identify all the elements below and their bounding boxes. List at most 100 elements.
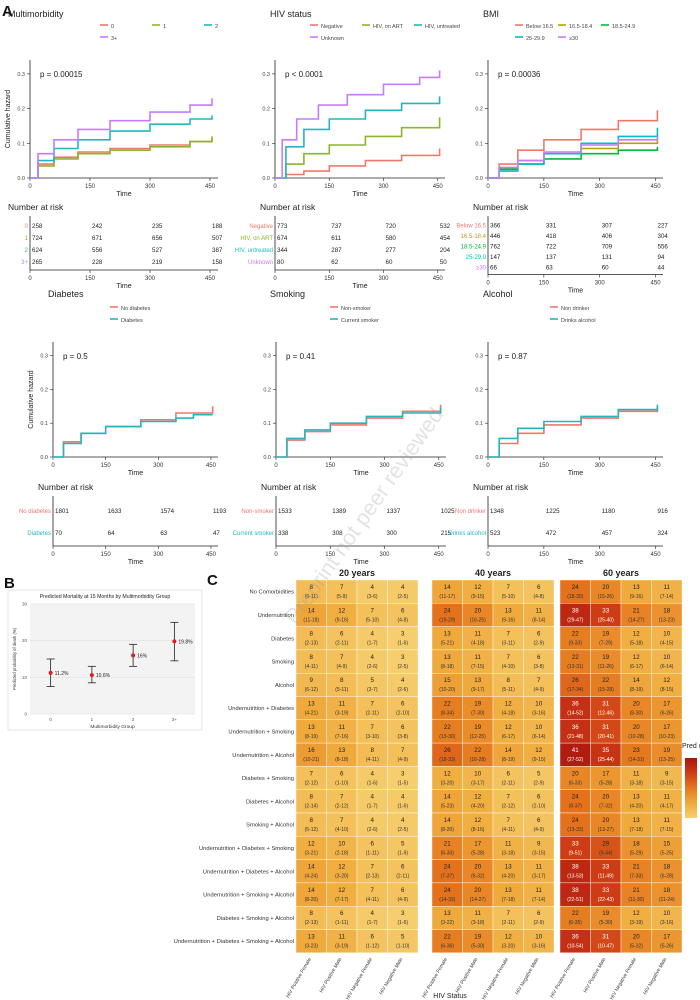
heatmap-cell-ci: (1-10) [335,780,349,786]
heatmap-col-label: HIV Positive Female [285,957,313,999]
heatmap-cell-ci: (18-33) [439,757,455,763]
heatmap-cell-ci: (7-33) [630,874,644,880]
heatmap-cell-ci: (4-8) [397,617,408,623]
heatmap-cell-value: 11 [536,607,543,614]
heatmap-cell-ci: (8-19) [630,687,644,693]
heatmap-col-label: HIV Positive Male [319,957,344,994]
heatmap-cell-ci: (4-9) [533,687,544,693]
panel-b-value-label: 16% [137,653,148,659]
heatmap-cell-ci: (12-25) [470,734,486,740]
heatmap-cell-ci: (8-30) [630,711,644,717]
heatmap-cell-value: 6 [371,934,375,941]
risk-value: 722 [546,243,557,250]
heatmap-cell-value: 33 [602,887,609,894]
heatmap-cell-value: 20 [602,794,609,801]
heatmap-cell-value: 3 [401,910,405,917]
heatmap-cell-value: 10 [663,654,670,661]
risk-value: 80 [277,259,284,266]
heatmap-cell-value: 6 [537,654,541,661]
heatmap-cell-ci: (3-16) [532,711,546,717]
y-tick-label: 0.1 [475,141,483,147]
heatmap-cell-ci: (4-9) [397,757,408,763]
risk-value: 44 [658,264,665,271]
series-line-diabetes [53,406,214,458]
heatmap-cell-ci: (4-9) [336,664,347,670]
heatmap-cell-ci: (4-11) [502,827,515,833]
heatmap-cell-ci: (3-16) [660,920,674,926]
heatmap-cell-value: 17 [663,934,670,941]
heatmap-cell-ci: (27-52) [567,757,583,763]
heatmap-cell-value: 11 [475,631,482,638]
heatmap-cell-ci: (8-37) [569,804,583,810]
risk-x-tick-label: 450 [206,552,217,558]
heatmap-cell-value: 19 [602,654,609,661]
panel-letter-b: B [4,575,15,592]
panel-b-value-label: 11.2% [55,671,69,677]
heatmap-cell-value: 3 [401,770,405,777]
risk-value: 507 [212,235,223,242]
risk-table-title: Number at risk [38,482,94,492]
heatmap-cell-value: 20 [633,934,640,941]
heatmap-cell-ci: (2-6) [397,687,408,693]
heatmap-cell-ci: (4-20) [502,874,516,880]
heatmap-cell-ci: (2-13) [366,874,380,880]
panel-b-y-label: Predicted probability of death (%) [12,627,17,690]
risk-x-tick-label: 300 [595,281,606,287]
heatmap-legend-title: Pred of d [682,743,700,750]
x-tick-label: 150 [325,463,336,469]
heatmap-cell-value: 8 [310,794,314,801]
facet-title: 60 years [603,568,639,578]
risk-value: 1389 [332,508,346,515]
heatmap-cell-value: 14 [444,817,451,824]
risk-value: 219 [152,259,163,266]
heatmap-cell-value: 12 [474,817,481,824]
heatmap-cell-value: 20 [633,701,640,708]
heatmap-row-label: Diabetes [271,636,294,642]
legend-label: Non drinker [561,306,590,312]
x-tick-label: 300 [153,463,164,469]
risk-value: 532 [440,223,451,230]
heatmap-cell-value: 7 [340,584,344,591]
heatmap-cell-value: 16 [308,747,315,754]
risk-value: 1801 [55,508,69,515]
heatmap-cell-ci: (2-14) [305,804,319,810]
risk-table-title: Number at risk [260,202,316,212]
heatmap-row-label: Undernutrition + Diabetes + Smoking [199,846,294,852]
risk-row-label: 0 [25,224,29,230]
heatmap-row-label: Undernutrition + Alcohol [232,753,294,759]
heatmap-cell-ci: (16-25) [470,617,486,623]
risk-x-tick-label: 450 [205,276,216,282]
panel-title: HIV status [270,9,312,19]
heatmap-cell-ci: (4-10) [335,827,349,833]
heatmap-cell-ci: (25-40) [598,617,614,623]
heatmap-cell-ci: (2-6) [367,664,378,670]
risk-value: 47 [213,530,220,537]
heatmap-cell-ci: (1-6) [397,804,408,810]
x-axis-label: Time [568,191,583,198]
heatmap-cell-value: 7 [371,887,375,894]
heatmap-cell-value: 17 [474,840,481,847]
heatmap-cell-value: 7 [507,654,511,661]
heatmap-cell-value: 20 [602,817,609,824]
heatmap-cell-value: 18 [663,887,670,894]
heatmap-cell-ci: (12-46) [598,711,614,717]
heatmap-cell-value: 36 [572,701,579,708]
heatmap-cell-value: 10 [535,724,542,731]
risk-value: 624 [32,247,43,254]
facet-title: 40 years [475,568,511,578]
risk-x-tick-label: 300 [153,552,164,558]
heatmap-cell-ci: (1-6) [367,780,378,786]
heatmap-cell-ci: (7-15) [660,827,674,833]
heatmap-cell-value: 10 [338,840,345,847]
risk-value: 277 [386,247,397,254]
y-tick-label: 0.3 [40,354,48,360]
heatmap-cell-ci: (14-31) [628,757,644,763]
heatmap-cell-value: 4 [401,817,405,824]
heatmap-cell-ci: (5-11) [502,687,515,693]
heatmap-cell-value: 13 [633,584,640,591]
panel-title: Diabetes [48,289,84,299]
heatmap-cell-ci: (5-30) [471,944,485,950]
panel-b-x-tick: 2 [132,717,135,722]
heatmap-cell-ci: (2-13) [305,641,319,647]
